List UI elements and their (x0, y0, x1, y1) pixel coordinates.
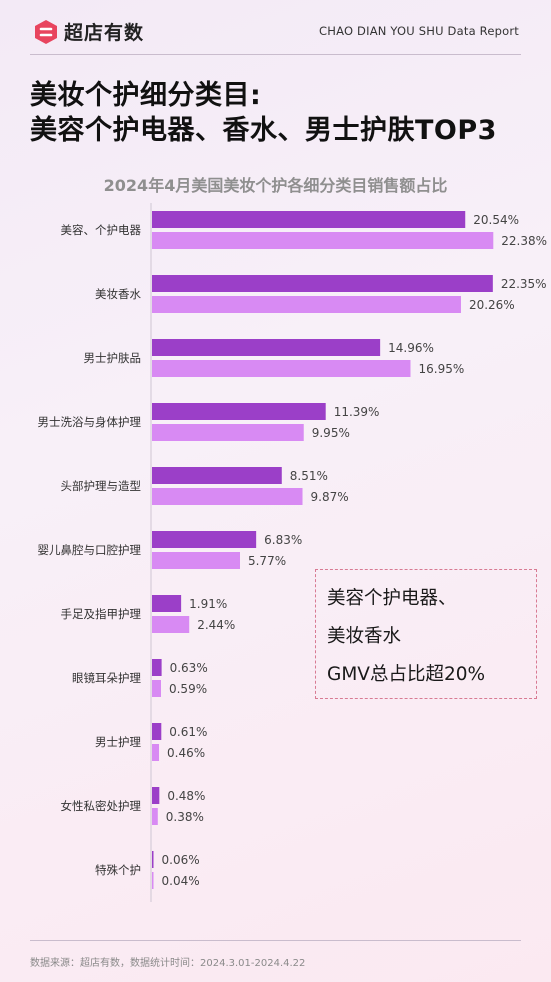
bar-series-1 (152, 339, 381, 356)
callout-line-1: 美容个护电器、 (327, 588, 457, 609)
category-label: 男士护肤品 (84, 351, 142, 365)
chart-title: 2024年4月美国美妆个护各细分类目销售额占比 (103, 176, 448, 195)
category-label: 美妆香水 (95, 287, 141, 301)
category-label: 手足及指甲护理 (61, 607, 142, 621)
data-label: 11.39% (334, 405, 380, 419)
footer-source: 数据来源：超店有数，数据统计时间：2024.3.01-2024.4.22 (30, 958, 306, 969)
bar-series-1 (152, 275, 493, 292)
callout-box: 美容个护电器、 美妆香水 GMV总占比超20% (315, 569, 537, 699)
data-label: 5.77% (248, 554, 286, 568)
category-label: 眼镜耳朵护理 (72, 671, 141, 685)
page-title: 美妆个护细分类目: 美容个护电器、香水、男士护肤TOP3 (30, 78, 497, 148)
category-label: 头部护理与造型 (61, 479, 142, 493)
bar-series-1 (152, 467, 282, 484)
data-label: 0.46% (167, 746, 205, 760)
bar-series-1 (152, 403, 326, 420)
header: 超店有数 CHAO DIAN YOU SHU Data Report (0, 0, 551, 62)
page-title-line-2: 美容个护电器、香水、男士护肤TOP3 (30, 115, 497, 146)
data-label: 8.51% (290, 469, 328, 483)
data-label: 22.38% (501, 234, 547, 248)
bar-series-1 (152, 659, 162, 676)
data-label: 0.38% (166, 810, 204, 824)
brand-logo[interactable]: 超店有数 (33, 18, 144, 45)
data-label: 0.61% (169, 725, 207, 739)
bar-series-2 (152, 296, 461, 313)
category-label: 婴儿鼻腔与口腔护理 (38, 543, 142, 557)
bar-series-2 (152, 744, 160, 761)
header-divider (30, 54, 521, 55)
category-label: 特殊个护 (95, 863, 141, 877)
data-label: 22.35% (501, 277, 547, 291)
data-label: 0.63% (170, 661, 208, 675)
bar-series-1 (152, 851, 154, 868)
bar-series-2 (152, 872, 154, 889)
category-label: 男士护理 (95, 735, 141, 749)
data-label: 0.59% (169, 682, 207, 696)
category-label: 男士洗浴与身体护理 (38, 415, 142, 429)
callout-line-2: 美妆香水 (327, 626, 402, 647)
data-label: 9.95% (312, 426, 350, 440)
bar-series-1 (152, 531, 257, 548)
data-label: 2.44% (197, 618, 235, 632)
callout-line-3: GMV总占比超20% (327, 664, 486, 685)
data-label: 16.95% (418, 362, 464, 376)
report-label: CHAO DIAN YOU SHU Data Report (319, 24, 519, 38)
data-label: 1.91% (189, 597, 227, 611)
bar-series-1 (152, 723, 162, 740)
bar-series-1 (152, 787, 160, 804)
bar-series-1 (152, 595, 182, 612)
bar-series-2 (152, 808, 158, 825)
footer-divider (30, 940, 521, 941)
data-label: 20.54% (473, 213, 519, 227)
data-label: 14.96% (388, 341, 434, 355)
data-label: 6.83% (264, 533, 302, 547)
bar-series-2 (152, 424, 304, 441)
data-label: 9.87% (311, 490, 349, 504)
bar-series-2 (152, 552, 240, 569)
bar-series-2 (152, 616, 190, 633)
category-label: 美容、个护电器 (61, 223, 142, 237)
brand-name: 超店有数 (64, 22, 145, 44)
bar-series-2 (152, 488, 303, 505)
data-label: 0.06% (162, 853, 200, 867)
category-label: 女性私密处护理 (61, 799, 142, 813)
data-label: 0.48% (167, 789, 205, 803)
bar-series-2 (152, 232, 494, 249)
data-label: 0.04% (162, 874, 200, 888)
bar-series-2 (152, 360, 411, 377)
data-label: 20.26% (469, 298, 515, 312)
hexagon-logo-icon (35, 19, 57, 44)
page-title-line-1: 美妆个护细分类目: (30, 80, 262, 111)
bar-series-1 (152, 211, 466, 228)
bar-series-2 (152, 680, 161, 697)
bar-chart: 美容、个护电器 20.54% 22.38% 美妆香水 22.35% 20.26% 男士护肤品… (38, 203, 547, 902)
